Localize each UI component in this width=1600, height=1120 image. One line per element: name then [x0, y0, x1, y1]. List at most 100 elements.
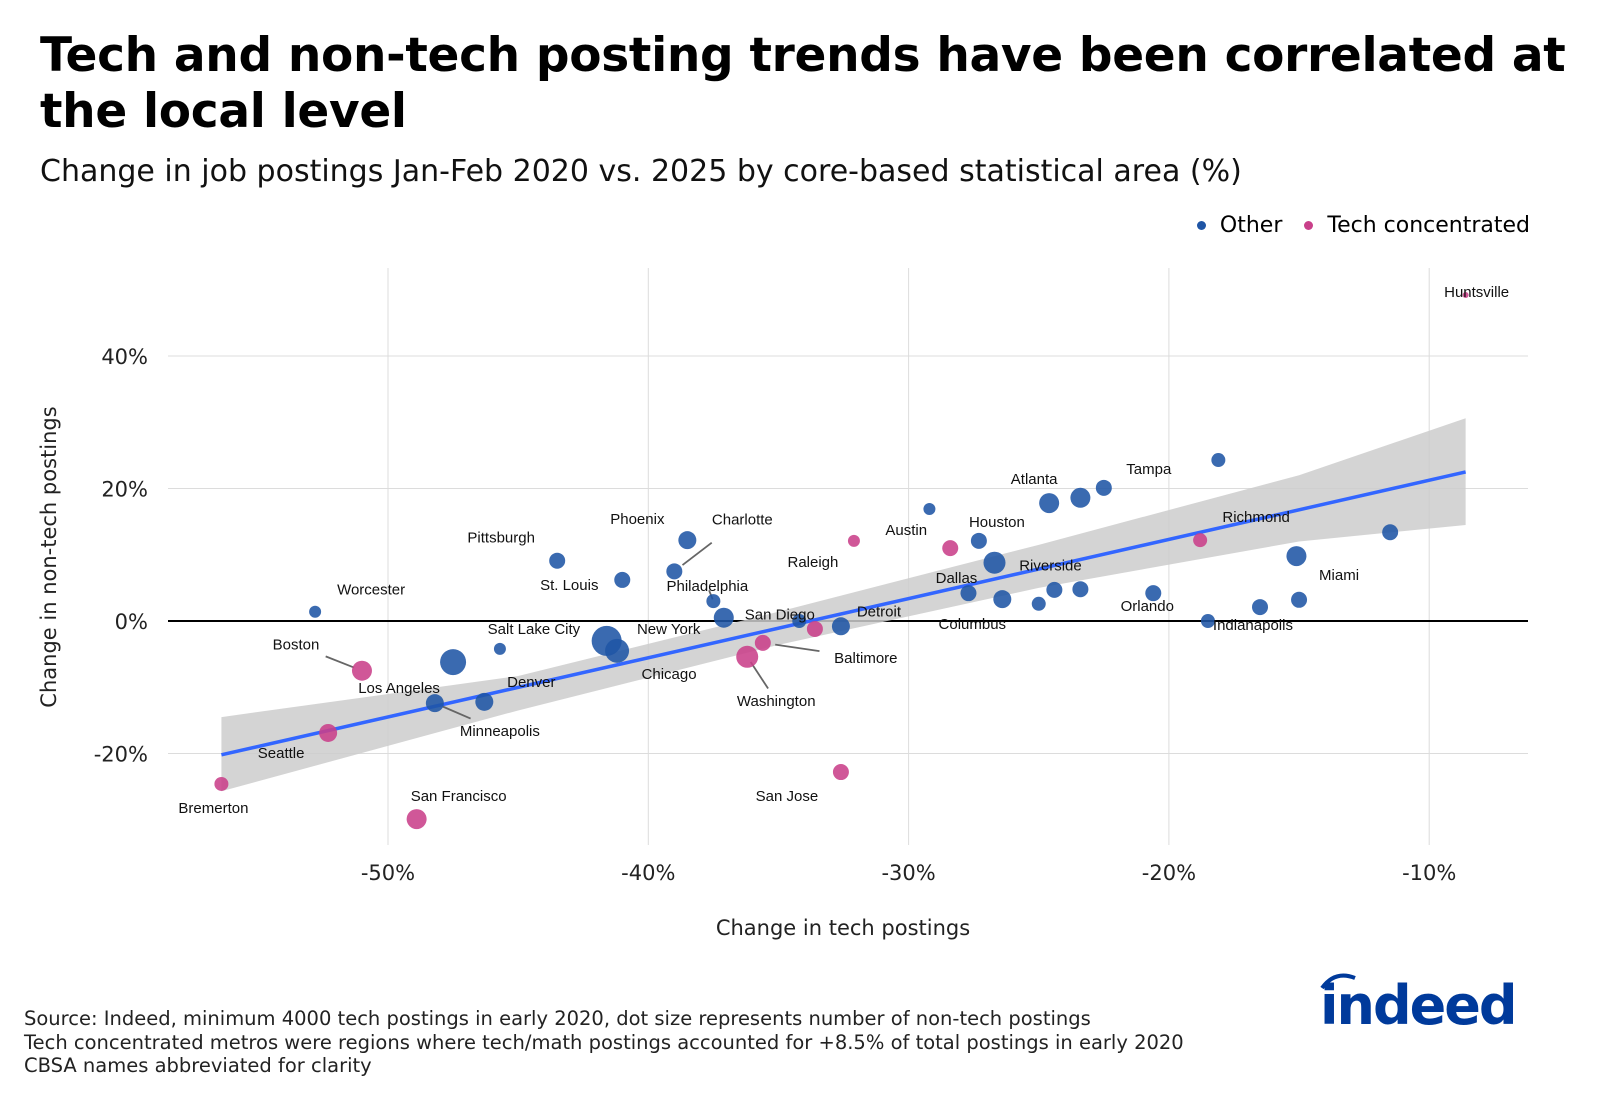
legend-marker-tech [1304, 221, 1314, 230]
data-point [1095, 479, 1112, 496]
point-label: Orlando [1121, 598, 1174, 615]
data-point [1382, 524, 1399, 541]
point-label: Raleigh [787, 554, 838, 571]
label-leader-line [442, 705, 471, 720]
gridlines [168, 268, 1528, 845]
data-point [440, 649, 467, 676]
points [214, 292, 1469, 830]
point-label: Bremerton [178, 800, 248, 817]
x-tick-label: -10% [1402, 861, 1456, 885]
data-point [960, 585, 977, 602]
point-label: Huntsville [1444, 284, 1509, 301]
point-label: Detroit [857, 603, 902, 620]
data-point [614, 571, 631, 588]
point-label: San Jose [756, 788, 819, 805]
data-point [1046, 581, 1063, 598]
scatter-chart: Worcester Boston Bremerton Seattle San Franc… [37, 268, 1528, 940]
data-point [942, 540, 959, 557]
label-leader-line [681, 541, 713, 566]
point-label: Phoenix [610, 511, 665, 528]
label-leader-line [749, 661, 769, 689]
data-point [493, 642, 506, 655]
point-label: Baltimore [834, 650, 897, 667]
data-point [319, 723, 338, 742]
data-point [406, 809, 427, 830]
legend-item-other: Other [1196, 213, 1283, 238]
data-point [713, 607, 734, 628]
source-line-3: CBSA names abbreviated for clarity [24, 1054, 372, 1077]
x-tick-label: -40% [621, 861, 675, 885]
point-label: Denver [507, 674, 555, 691]
x-axis-label: Change in tech postings [716, 916, 970, 940]
chart-title: Tech and non-tech posting trends have be… [40, 28, 1566, 139]
data-point [831, 617, 850, 636]
data-point [1211, 453, 1226, 468]
y-tick-label: 0% [115, 610, 148, 634]
data-point [1286, 546, 1307, 567]
label-leader-line [325, 655, 355, 669]
svg-text:indeed: indeed [1320, 974, 1516, 1030]
y-tick-label: 20% [101, 478, 148, 502]
data-point [678, 531, 697, 550]
point-label: Pittsburgh [467, 530, 535, 547]
y-tick-label: 40% [101, 345, 148, 369]
point-label: Houston [969, 514, 1025, 531]
point-label: St. Louis [540, 577, 598, 594]
point-label: Boston [273, 637, 320, 654]
data-point [923, 503, 936, 516]
source-line-2: Tech concentrated metros were regions wh… [24, 1030, 1184, 1054]
data-point [425, 694, 444, 713]
point-label: Salt Lake City [488, 621, 581, 638]
point-label: Worcester [337, 582, 405, 599]
point-label: Philadelphia [667, 578, 749, 595]
data-point [351, 660, 372, 681]
data-point [549, 552, 566, 569]
data-point [666, 563, 683, 580]
point-label: Seattle [258, 745, 305, 762]
data-point [605, 638, 630, 663]
source-note: Source: Indeed, minimum 4000 tech postin… [24, 1007, 1184, 1078]
point-label: Richmond [1222, 509, 1290, 526]
data-point [706, 594, 721, 609]
point-label: Austin [885, 522, 927, 539]
confidence-band-group [221, 418, 1467, 792]
point-label: Columbus [939, 616, 1007, 633]
axes: -50% -40% -30% -20% -10% 40% 20% 0% -20% Change i… [37, 345, 1456, 940]
chart-subtitle: Change in job postings Jan-Feb 2020 vs. … [40, 154, 1242, 189]
legend-marker-other [1196, 221, 1206, 230]
data-point [970, 532, 987, 549]
data-point [832, 764, 849, 781]
point-label: Miami [1319, 567, 1359, 584]
point-label: Dallas [936, 570, 978, 587]
data-point [792, 614, 807, 628]
data-point [1031, 596, 1046, 611]
data-point [1462, 292, 1469, 299]
data-point [754, 634, 771, 651]
point-label: Riverside [1019, 558, 1082, 575]
source-line-1: Source: Indeed, minimum 4000 tech postin… [24, 1007, 1091, 1030]
data-point [1291, 591, 1308, 608]
confidence-band [221, 418, 1466, 792]
legend-item-tech: Tech concentrated [1304, 213, 1530, 238]
point-label: Charlotte [712, 511, 773, 528]
point-label: Washington [737, 693, 816, 710]
x-tick-label: -20% [1142, 861, 1196, 885]
data-point [736, 645, 759, 668]
x-tick-label: -30% [881, 861, 935, 885]
legend: Other Tech concentrated [1185, 213, 1530, 238]
legend-label-tech: Tech concentrated [1327, 213, 1530, 238]
data-point [993, 590, 1012, 609]
point-label: San Diego [745, 607, 815, 624]
point-label: Tampa [1126, 461, 1172, 478]
data-point [1070, 487, 1091, 508]
indeed-logo: indeed [1310, 968, 1520, 1037]
point-label: San Francisco [411, 788, 507, 805]
data-point [847, 534, 860, 547]
data-point [475, 692, 494, 711]
point-labels: Worcester Boston Bremerton Seattle San Franc… [178, 284, 1509, 817]
y-axis-label: Change in non-tech postings [37, 406, 61, 707]
point-label: Minneapolis [460, 723, 540, 740]
legend-label-other: Other [1219, 213, 1283, 238]
x-tick-label: -50% [361, 861, 415, 885]
label-leader-line [775, 643, 820, 653]
